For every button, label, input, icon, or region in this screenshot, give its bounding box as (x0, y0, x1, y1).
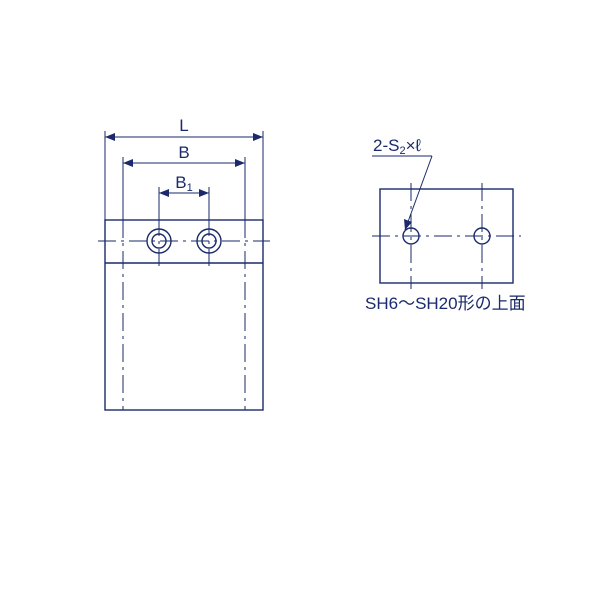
left-view: L B B1 (98, 116, 270, 410)
callout-label: 2-S2×ℓ (373, 136, 422, 157)
dim-L-label: L (179, 116, 188, 135)
callout-2S2l: 2-S2×ℓ (372, 136, 432, 230)
right-view: 2-S2×ℓ SH6～SH20形の上面 (365, 136, 526, 313)
left-outline (105, 220, 263, 410)
right-caption: SH6～SH20形の上面 (365, 294, 526, 313)
dim-L: L (105, 116, 263, 220)
drawing-canvas: L B B1 (0, 0, 600, 600)
dim-B1-label: B1 (175, 173, 192, 194)
dim-B-label: B (178, 143, 189, 162)
